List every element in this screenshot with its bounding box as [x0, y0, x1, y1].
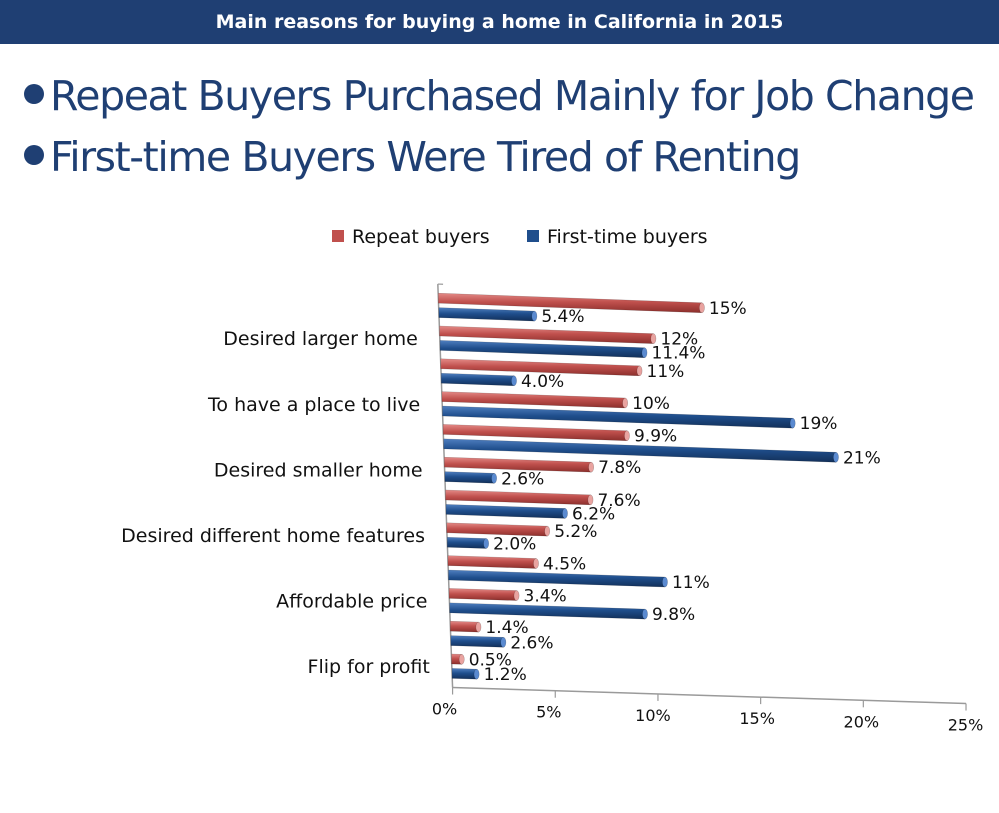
legend-label-repeat-buyers: Repeat buyers: [352, 226, 490, 248]
category-label: To have a place to live: [207, 394, 420, 416]
x-tick-label: 0%: [432, 700, 457, 719]
bar-first-time-buyers: [451, 668, 480, 680]
category-label: Desired larger home: [223, 328, 418, 350]
data-label: 11.4%: [651, 344, 705, 364]
x-tick-label: 25%: [948, 716, 984, 735]
x-tick-label: 20%: [844, 712, 880, 731]
category-label: Desired smaller home: [214, 459, 423, 481]
data-label: 1.4%: [485, 618, 528, 638]
bar-first-time-buyers: [445, 504, 568, 519]
chart-header: Main reasons for buying a home in Califo…: [0, 0, 999, 44]
data-label: 6.2%: [572, 504, 615, 524]
data-label: 3.4%: [524, 587, 567, 607]
data-label: 2.0%: [493, 534, 536, 554]
data-label: 12%: [660, 330, 698, 350]
headline-bullet-1: Repeat Buyers Purchased Mainly for Job C…: [24, 72, 975, 120]
bar-first-time-buyers: [439, 340, 648, 358]
category-label: Desired different home features: [121, 525, 425, 547]
data-label: 15%: [709, 299, 747, 319]
data-label: 11%: [647, 362, 685, 382]
bar-repeat-buyers: [446, 522, 551, 537]
category-label: Affordable price: [276, 591, 427, 613]
legend: Repeat buyers First-time buyers: [332, 226, 708, 248]
bar-repeat-buyers: [439, 325, 657, 344]
bar-first-time-buyers: [449, 602, 648, 620]
bar-first-time-buyers: [444, 471, 497, 484]
data-label: 4.0%: [521, 372, 564, 392]
data-label: 21%: [843, 448, 881, 468]
bar-first-time-buyers: [450, 635, 507, 648]
data-label: 1.2%: [484, 665, 527, 685]
data-label: 9.9%: [634, 427, 677, 447]
bar-repeat-buyers: [447, 555, 539, 569]
data-label: 2.6%: [510, 633, 553, 653]
bar-first-time-buyers: [443, 438, 839, 463]
legend-swatch-first-time-buyers: [527, 230, 539, 242]
x-tick-labels: 0% 5% 10% 15% 20% 25%: [432, 700, 983, 735]
chart-axes: [437, 283, 967, 711]
value-axis-baseline: [437, 284, 454, 688]
bar-first-time-buyers: [442, 405, 796, 429]
bar-repeat-buyers: [441, 391, 628, 409]
x-tick-label: 5%: [536, 703, 561, 722]
data-label: 2.6%: [501, 469, 544, 489]
header-title: Main reasons for buying a home in Califo…: [215, 11, 784, 33]
bullet-dot-icon: [24, 145, 44, 165]
bullet-dot-icon: [24, 84, 44, 104]
value-axis-line: [452, 686, 967, 705]
data-label: 4.5%: [543, 554, 586, 574]
bars: [438, 292, 839, 680]
data-label: 7.8%: [598, 458, 641, 478]
bar-repeat-buyers: [444, 456, 594, 473]
bar-repeat-buyers: [442, 424, 630, 441]
legend-swatch-repeat-buyers: [332, 230, 344, 242]
legend-label-first-time-buyers: First-time buyers: [547, 226, 708, 248]
data-label: 7.6%: [597, 491, 640, 511]
headline-text-1: Repeat Buyers Purchased Mainly for Job C…: [50, 72, 975, 120]
bar-first-time-buyers: [438, 307, 538, 322]
bar-repeat-buyers: [440, 358, 643, 377]
data-label: 5.4%: [541, 307, 584, 327]
data-label: 9.8%: [652, 605, 695, 625]
data-label: 0.5%: [469, 650, 512, 670]
data-label: 5.2%: [554, 522, 597, 542]
value-labels: 15% 12% 11% 10% 9.9% 7.8% 7.6%5.2% 4.5% 3.4% 1.4%…: [469, 299, 881, 685]
headline-text-2: First-time Buyers Were Tired of Renting: [50, 133, 801, 181]
x-tick-label: 15%: [739, 709, 775, 728]
category-label: Flip for profit: [308, 656, 430, 678]
bar-first-time-buyers: [448, 569, 668, 588]
headline-bullet-2: First-time Buyers Were Tired of Renting: [24, 133, 801, 181]
bar-repeat-buyers: [450, 620, 482, 633]
bar-first-time-buyers: [441, 372, 517, 387]
bar-first-time-buyers: [447, 536, 489, 549]
category-labels: Desired larger home To have a place to li…: [121, 328, 430, 678]
data-label: 11%: [672, 573, 710, 593]
bar-repeat-buyers: [438, 292, 705, 314]
bar-repeat-buyers: [445, 489, 594, 506]
x-tick-label: 10%: [635, 706, 671, 725]
bar-repeat-buyers: [451, 653, 465, 665]
bar-repeat-buyers: [448, 588, 520, 601]
data-label: 19%: [800, 414, 838, 434]
data-label: 10%: [632, 394, 670, 414]
